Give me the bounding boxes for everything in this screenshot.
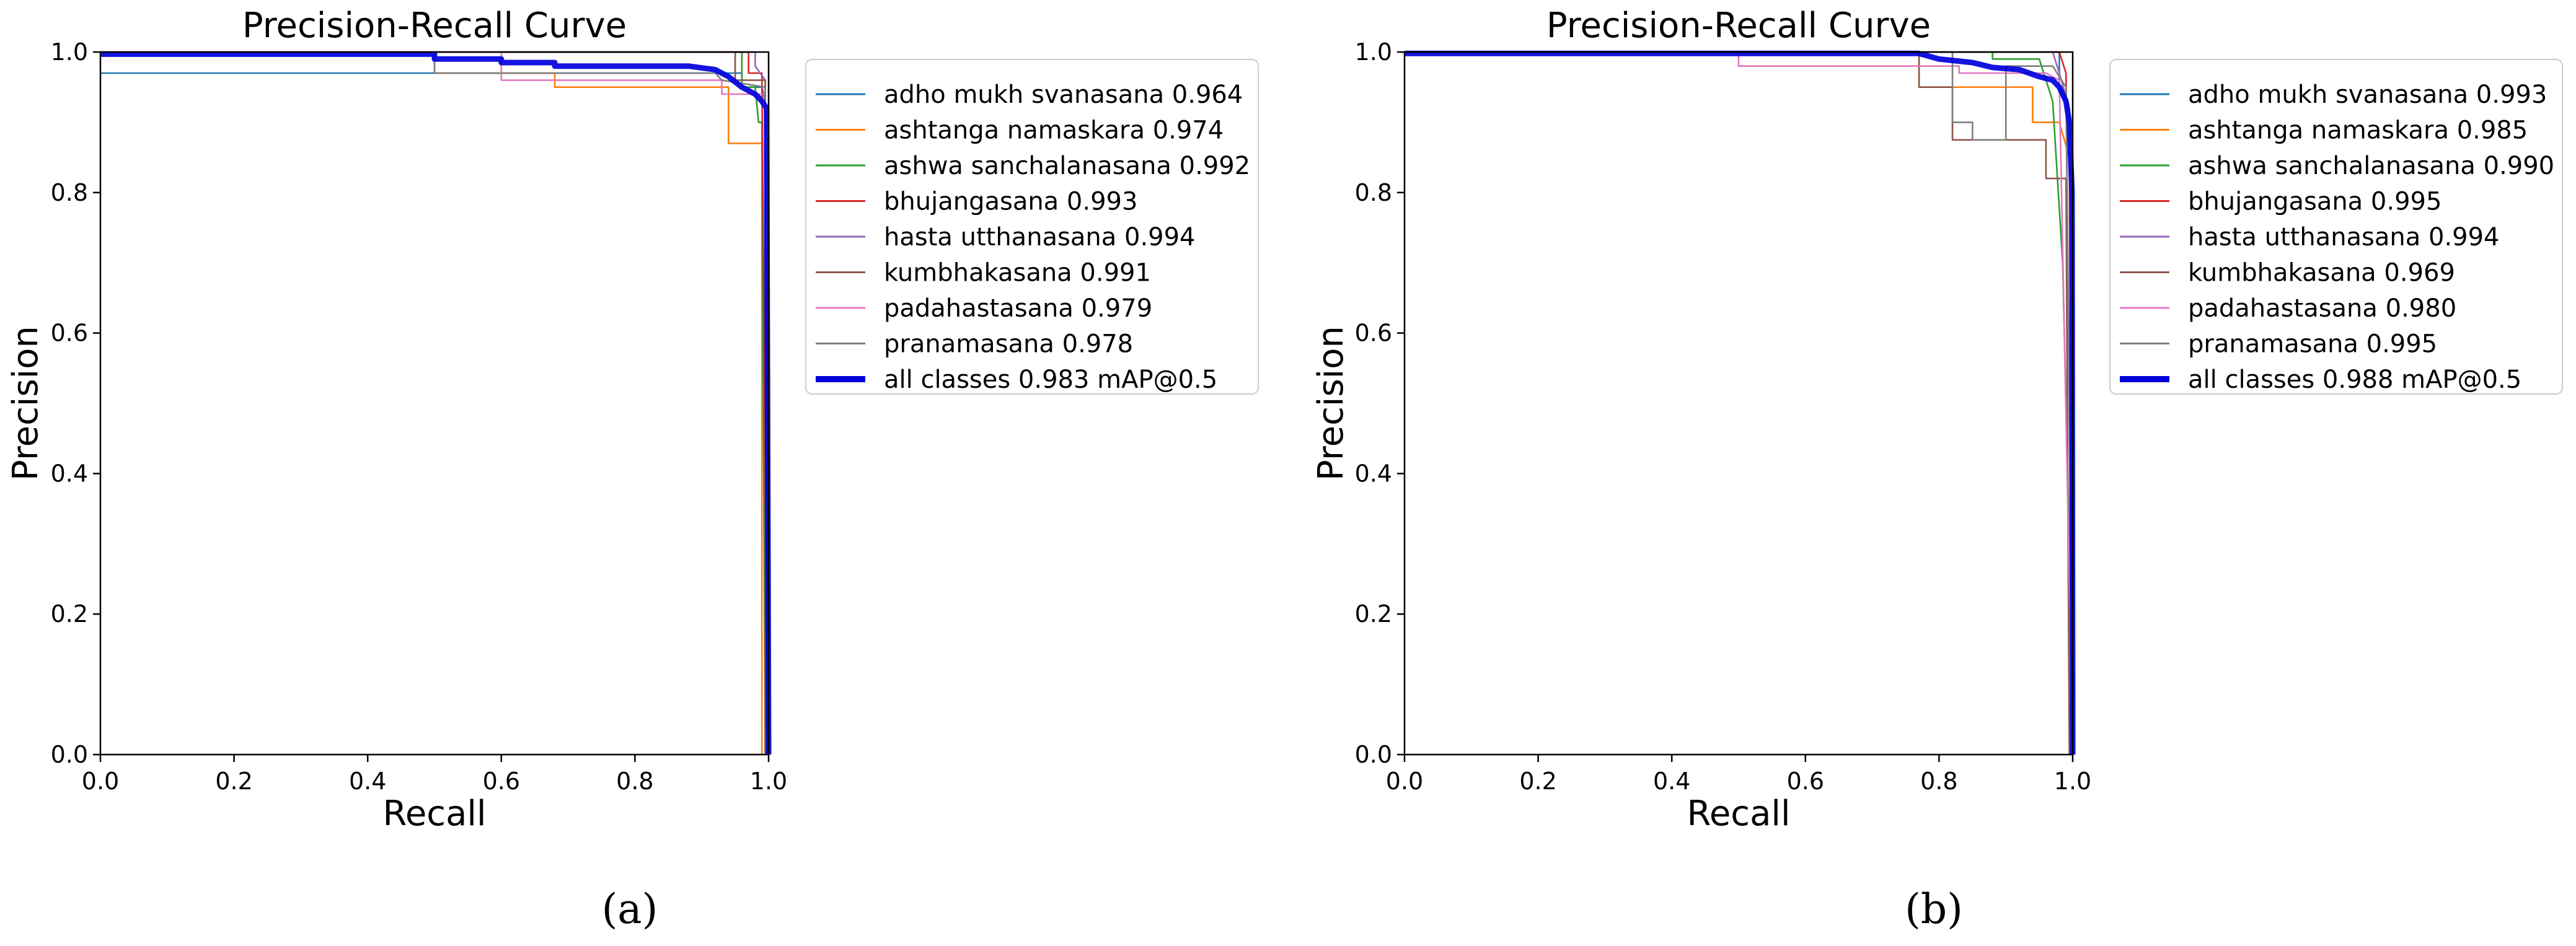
panel-b-series-line-3 [1405,51,2074,755]
panel-a-series-line-4 [100,51,770,755]
panel-a-series-line-0 [100,72,770,755]
panel-a-axes-frame [99,51,770,756]
panel-b-legend-label: all classes 0.988 mAP@0.5 [2188,366,2521,394]
panel-b-legend-label: pranamasana 0.995 [2188,330,2437,359]
panel-b-legend-box [2109,59,2563,395]
panel-a-legend-label: ashtanga namaskara 0.974 [884,116,1224,145]
panel-a-series-line-2 [100,51,766,755]
panel-b-series-line-0 [1405,51,2074,755]
panel-a-legend-label: ashwa sanchalanasana 0.992 [884,152,1250,180]
panel-b-plot-area [1405,50,2076,755]
panel-a-legend: adho mukh svanasana 0.964 ashtanga namask… [805,59,1259,395]
panel-b-legend-label: ashtanga namaskara 0.985 [2188,116,2528,145]
panel-a-legend-label: kumbhakasana 0.991 [884,259,1151,287]
panel-a-x-ticks: 0.0 0.2 0.4 0.6 0.8 1.0 [82,755,787,795]
panel-b-legend-label: kumbhakasana 0.969 [2188,259,2455,287]
panel-b-series-line-8 [1405,50,2076,755]
panel-b-series-line-5 [1405,51,2070,755]
panel-a-series-line-8 [100,51,772,755]
panel-b-legend-entries: adho mukh svanasana 0.993 ashtanga namask… [2120,81,2554,394]
panel-b-legend-label: bhujangasana 0.995 [2188,188,2441,216]
panel-a-x-tick-label: 0.6 [483,768,520,795]
panel-b-x-tick-label: 0.6 [1787,768,1824,795]
panel-a-series-line-1 [100,51,763,755]
panel-a-series-line-6 [100,51,769,755]
panel-b-y-tick-label: 0.6 [1355,320,1392,347]
panel-a-y-ticks: 0.0 0.2 0.4 0.6 0.8 1.0 [51,38,100,768]
panel-b-x-tick-label: 1.0 [2054,768,2091,795]
panel-a-y-tick-label: 0.0 [51,741,88,768]
panel-b-x-label: Recall [1687,794,1790,834]
panel-b-axes-frame [1403,51,2074,756]
panel-b-legend-label: hasta utthanasana 0.994 [2188,223,2500,252]
panel-a-title: Precision-Recall Curve [242,6,627,46]
panel-a-series-line-3 [100,51,769,755]
panel-b-series-line-2 [1405,51,2074,755]
panel-a-x-label: Recall [382,794,486,834]
panel-a-x-tick-label: 0.2 [215,768,252,795]
panel-b-y-tick-label: 0.8 [1355,179,1392,206]
panel-b-legend-label: adho mukh svanasana 0.993 [2188,81,2547,109]
panel-a-x-tick-label: 0.4 [349,768,386,795]
panel-b-x-tick-label: 0.0 [1386,768,1423,795]
panel-b-title: Precision-Recall Curve [1546,6,1931,46]
panel-a-legend-label: pranamasana 0.978 [884,330,1133,359]
panel-b-y-tick-label: 0.4 [1355,460,1392,487]
panel-b-y-label: Precision [1311,326,1351,481]
panel-b-legend-label: ashwa sanchalanasana 0.990 [2188,152,2554,180]
panel-a: Precision-Recall Curve 0.0 0.2 0.4 0.6 0.8 1.… [6,6,1259,933]
panel-a-y-tick-label: 1.0 [51,38,88,66]
panel-b-x-tick-label: 0.2 [1519,768,1556,795]
panel-a-legend-label: padahastasana 0.979 [884,294,1152,323]
panel-b-legend-label: padahastasana 0.980 [2188,294,2456,323]
panel-a-plot-area [100,51,772,755]
panel-a-legend-label: bhujangasana 0.993 [884,188,1137,216]
panel-b-series-line-6 [1405,51,2074,755]
panel-a-y-tick-label: 0.2 [51,600,88,628]
panel-a-legend-box [805,59,1259,395]
panel-b-y-tick-label: 0.2 [1355,600,1392,628]
panel-a-y-label: Precision [6,326,46,481]
panel-a-series-line-7 [100,51,769,755]
panel-b-y-tick-label: 0.0 [1355,741,1392,768]
panel-b-series-line-4 [1405,51,2074,755]
panel-a-y-tick-label: 0.4 [51,460,88,487]
panel-b-series-line-7 [1405,51,2074,755]
panel-b: Precision-Recall Curve 0.0 0.2 0.4 0.6 0.8 1.… [1311,6,2563,933]
panel-a-y-tick-label: 0.8 [51,179,88,206]
panel-a-legend-entries: adho mukh svanasana 0.964 ashtanga namask… [816,81,1250,394]
panel-b-x-tick-label: 0.8 [1920,768,1957,795]
panel-a-legend-label: all classes 0.983 mAP@0.5 [884,366,1217,394]
panel-a-x-tick-label: 1.0 [750,768,787,795]
panel-a-caption: (a) [602,885,658,933]
panel-a-x-tick-label: 0.0 [82,768,119,795]
panel-a-legend-label: adho mukh svanasana 0.964 [884,81,1243,109]
panel-b-x-ticks: 0.0 0.2 0.4 0.6 0.8 1.0 [1386,755,2091,795]
panel-b-legend: adho mukh svanasana 0.993 ashtanga namask… [2109,59,2563,395]
panel-b-caption: (b) [1905,885,1963,933]
panel-a-series-line-5 [100,51,766,755]
panel-a-x-tick-label: 0.8 [616,768,653,795]
panel-a-y-tick-label: 0.6 [51,320,88,347]
panel-b-series-line-1 [1405,51,2074,755]
panel-b-y-ticks: 0.0 0.2 0.4 0.6 0.8 1.0 [1355,38,1405,768]
panel-b-y-tick-label: 1.0 [1355,38,1392,66]
panel-b-x-tick-label: 0.4 [1653,768,1690,795]
panel-a-legend-label: hasta utthanasana 0.994 [884,223,1196,252]
